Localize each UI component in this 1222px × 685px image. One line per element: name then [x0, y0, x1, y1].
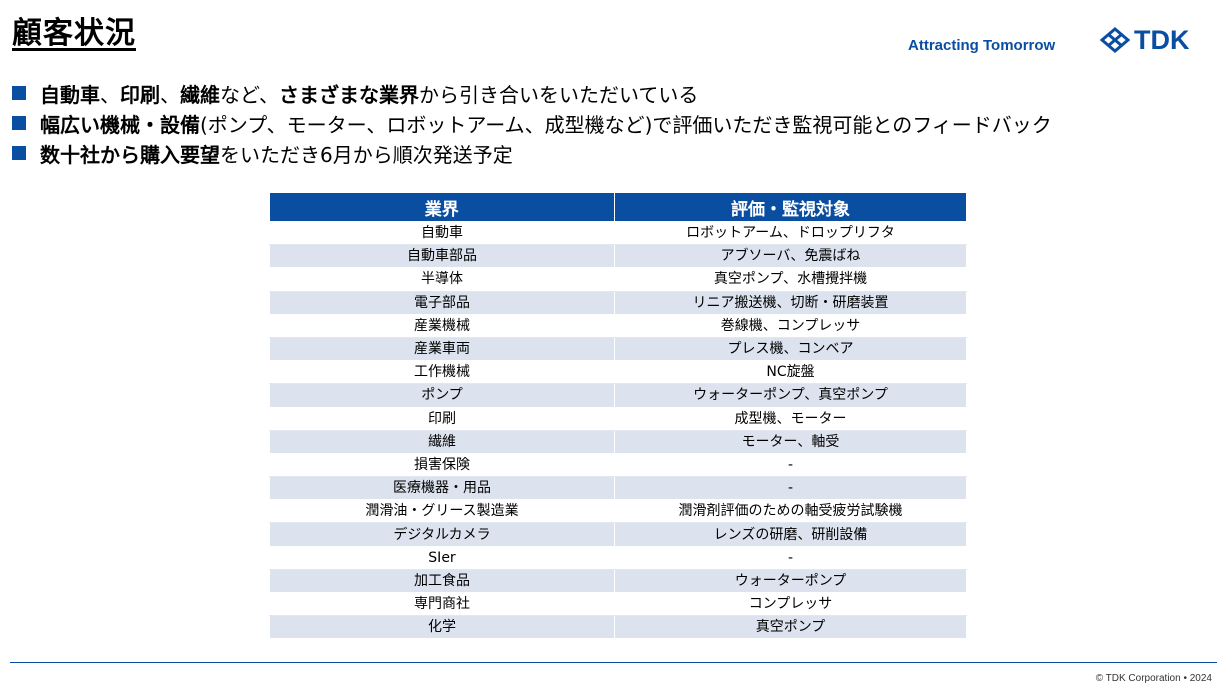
- footer-divider: [10, 662, 1217, 663]
- evaluation-target-cell: ウォーターポンプ、真空ポンプ: [614, 383, 967, 408]
- bullet-segment: 、: [160, 82, 180, 107]
- bullet-segment: 幅広い機械・設備: [40, 112, 200, 137]
- table-row: 自動車部品 アブソーバ、免震ばね: [269, 244, 967, 269]
- page-title: 顧客状況: [12, 16, 136, 51]
- tdk-logo: TDK: [1100, 24, 1190, 55]
- table-row: 産業車両 プレス機、コンベア: [269, 336, 967, 362]
- bullet-segment: さまざまな業界: [279, 82, 419, 107]
- table-row: 化学 真空ポンプ: [269, 615, 967, 640]
- industry-cell: ポンプ: [269, 383, 615, 408]
- tdk-logo-icon: [1100, 27, 1130, 53]
- bullet-square-icon: [12, 86, 26, 100]
- evaluation-target-cell: ウォーターポンプ: [614, 568, 967, 594]
- logo-text: TDK: [1134, 24, 1190, 55]
- bullet-segment: 、: [100, 82, 120, 107]
- evaluation-target-cell: レンズの研磨、研削設備: [614, 522, 967, 547]
- evaluation-target-cell: 真空ポンプ、水槽攪拌機: [614, 267, 967, 292]
- table-row: 損害保険 -: [269, 452, 967, 478]
- table-row: 半導体 真空ポンプ、水槽攪拌機: [269, 267, 967, 292]
- header-evaluation-target: 評価・監視対象: [614, 193, 967, 222]
- industry-cell: 専門商社: [269, 591, 615, 617]
- table-header-row: 業界 評価・監視対象: [269, 193, 967, 222]
- evaluation-target-cell: 巻線機、コンプレッサ: [614, 313, 967, 338]
- bullet-segment: をいただき6月から順次発送予定: [220, 142, 513, 167]
- industry-cell: デジタルカメラ: [269, 522, 615, 547]
- table-row: 医療機器・用品 -: [269, 476, 967, 501]
- evaluation-target-cell: -: [614, 452, 967, 478]
- evaluation-target-cell: NC旋盤: [614, 360, 967, 385]
- bullet-segment: など、: [220, 82, 279, 107]
- bullet-item: 数十社から購入要望をいただき6月から順次発送予定: [12, 138, 1212, 168]
- evaluation-target-cell: 潤滑剤評価のための軸受疲労試験機: [614, 499, 967, 524]
- bullet-segment: から引き合いをいただいている: [419, 82, 699, 107]
- evaluation-target-cell: アブソーバ、免震ばね: [614, 244, 967, 269]
- industry-cell: 電子部品: [269, 290, 615, 315]
- industry-cell: SIer: [269, 545, 615, 570]
- evaluation-target-cell: 成型機、モーター: [614, 406, 967, 431]
- table-row: 電子部品 リニア搬送機、切断・研磨装置: [269, 290, 967, 315]
- bullet-segment: (ポンプ、モーター、ロボットアーム、成型機など)で評価いただき監視可能とのフィー…: [200, 112, 1052, 137]
- industry-table: 業界 評価・監視対象 自動車 ロボットアーム、ドロップリフタ 自動車部品 アブソーバ、…: [269, 193, 967, 640]
- table-row: 印刷 成型機、モーター: [269, 406, 967, 431]
- bullet-segment: 自動車: [40, 82, 100, 107]
- bullet-segment: 印刷: [120, 82, 160, 107]
- industry-cell: 潤滑油・グリース製造業: [269, 499, 615, 524]
- evaluation-target-cell: プレス機、コンベア: [614, 336, 967, 362]
- industry-cell: 加工食品: [269, 568, 615, 594]
- evaluation-target-cell: -: [614, 476, 967, 501]
- bullet-square-icon: [12, 116, 26, 130]
- table-row: 専門商社 コンプレッサ: [269, 591, 967, 617]
- evaluation-target-cell: コンプレッサ: [614, 591, 967, 617]
- table-row: 加工食品 ウォーターポンプ: [269, 568, 967, 594]
- table-row: ポンプ ウォーターポンプ、真空ポンプ: [269, 383, 967, 408]
- industry-cell: 自動車部品: [269, 244, 615, 269]
- industry-cell: 印刷: [269, 406, 615, 431]
- table-row: 工作機械 NC旋盤: [269, 360, 967, 385]
- evaluation-target-cell: ロボットアーム、ドロップリフタ: [614, 220, 967, 246]
- evaluation-target-cell: モーター、軸受: [614, 429, 967, 454]
- industry-cell: 繊維: [269, 429, 615, 454]
- evaluation-target-cell: リニア搬送機、切断・研磨装置: [614, 290, 967, 315]
- table-row: 産業機械 巻線機、コンプレッサ: [269, 313, 967, 338]
- table-row: SIer -: [269, 545, 967, 570]
- bullet-square-icon: [12, 146, 26, 160]
- industry-cell: 半導体: [269, 267, 615, 292]
- bullet-list: 自動車、印刷、繊維など、さまざまな業界から引き合いをいただいている 幅広い機械・…: [12, 78, 1212, 168]
- industry-cell: 化学: [269, 615, 615, 640]
- bullet-text: 自動車、印刷、繊維など、さまざまな業界から引き合いをいただいている: [40, 79, 698, 108]
- industry-cell: 産業車両: [269, 336, 615, 362]
- evaluation-target-cell: 真空ポンプ: [614, 615, 967, 640]
- industry-cell: 工作機械: [269, 360, 615, 385]
- bullet-text: 幅広い機械・設備(ポンプ、モーター、ロボットアーム、成型機など)で評価いただき監…: [40, 109, 1052, 138]
- evaluation-target-cell: -: [614, 545, 967, 570]
- industry-cell: 産業機械: [269, 313, 615, 338]
- bullet-item: 自動車、印刷、繊維など、さまざまな業界から引き合いをいただいている: [12, 78, 1212, 108]
- industry-cell: 損害保険: [269, 452, 615, 478]
- header-industry: 業界: [269, 193, 615, 222]
- brand-tagline: Attracting Tomorrow: [908, 37, 1056, 54]
- bullet-segment: 数十社から購入要望: [40, 142, 220, 167]
- bullet-item: 幅広い機械・設備(ポンプ、モーター、ロボットアーム、成型機など)で評価いただき監…: [12, 108, 1212, 138]
- bullet-segment: 繊維: [180, 82, 220, 107]
- copyright: © TDK Corporation • 2024: [1095, 673, 1212, 684]
- table-row: 繊維 モーター、軸受: [269, 429, 967, 454]
- bullet-text: 数十社から購入要望をいただき6月から順次発送予定: [40, 139, 513, 168]
- table-row: 潤滑油・グリース製造業 潤滑剤評価のための軸受疲労試験機: [269, 499, 967, 524]
- industry-cell: 医療機器・用品: [269, 476, 615, 501]
- table-row: デジタルカメラ レンズの研磨、研削設備: [269, 522, 967, 547]
- industry-cell: 自動車: [269, 220, 615, 246]
- table-row: 自動車 ロボットアーム、ドロップリフタ: [269, 220, 967, 246]
